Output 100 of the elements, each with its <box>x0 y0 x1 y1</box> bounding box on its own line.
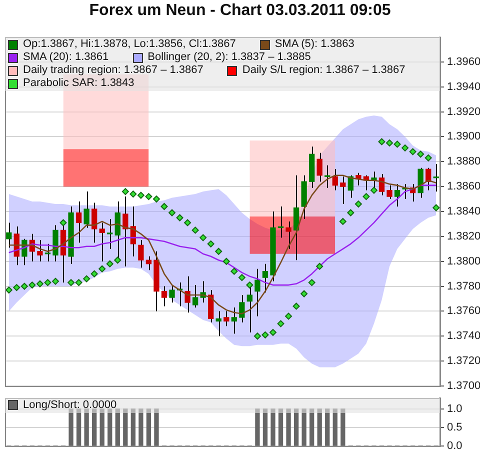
point <box>176 214 184 222</box>
chart-title: Forex um Neun - Chart 03.03.2011 09:05 <box>88 1 392 20</box>
y-tick-label: 1.3800 <box>447 255 480 268</box>
point <box>98 265 106 272</box>
point <box>262 331 269 338</box>
y-tick-label: 1.3760 <box>447 305 480 318</box>
candlestick <box>386 184 392 200</box>
point <box>52 278 59 285</box>
legend-label: Op:1.3867, Hi:1.3878, Lo:1.3856, Cl:1.3867 <box>23 38 236 51</box>
candlestick <box>293 174 300 261</box>
candlestick <box>192 284 198 308</box>
point <box>402 144 409 152</box>
point <box>68 279 75 286</box>
y-tick-label: 1.3860 <box>447 180 480 193</box>
candlestick <box>231 306 237 334</box>
candlestick <box>76 201 82 244</box>
legend-label: Daily S/L region: 1.3867 – 1.3867 <box>242 64 406 77</box>
point <box>60 219 67 226</box>
candlestick <box>84 191 90 228</box>
point <box>285 312 292 320</box>
legend-label: Long/Short: 0.0000 <box>23 398 117 412</box>
legend-label: SMA (20): 1.3861 <box>23 51 109 64</box>
point <box>5 286 12 294</box>
point <box>292 302 300 310</box>
candlestick <box>216 310 222 337</box>
y-tick-label: 1.0 <box>447 402 462 415</box>
point <box>122 188 129 196</box>
y-tick-label: 1.3820 <box>447 230 480 242</box>
y-tick-label: 1.3700 <box>447 380 480 392</box>
y-tick-label: 1.3720 <box>447 355 480 368</box>
candlestick <box>286 220 292 250</box>
point <box>75 279 82 286</box>
point <box>386 139 394 146</box>
point <box>354 200 362 208</box>
point <box>168 209 176 216</box>
y-tick-label: 1.3900 <box>447 130 480 143</box>
point <box>394 140 401 148</box>
point <box>13 284 20 292</box>
legend-label: Parabolic SAR: 1.3843 <box>23 77 134 90</box>
candlestick <box>224 310 230 327</box>
candlestick <box>262 263 268 294</box>
candlestick <box>254 268 260 317</box>
point <box>130 190 137 198</box>
candlestick <box>107 218 113 250</box>
point <box>424 154 432 162</box>
y-tick-label: 0.0 <box>447 440 462 452</box>
legend-label: Daily trading region: 1.3867 – 1.3867 <box>23 64 204 77</box>
candlestick <box>316 152 322 182</box>
point <box>277 320 284 328</box>
point <box>254 332 261 340</box>
point <box>114 256 122 264</box>
point <box>308 279 316 286</box>
y-tick-label: 1.3840 <box>447 206 480 218</box>
y-tick-label: 1.3740 <box>447 330 480 342</box>
candlestick <box>92 202 98 244</box>
candlestick <box>332 168 338 191</box>
point <box>370 186 378 194</box>
point <box>20 282 28 290</box>
legend-label: SMA (5): 1.3863 <box>274 38 354 51</box>
point <box>83 275 90 282</box>
point <box>145 193 152 200</box>
point <box>90 270 98 278</box>
point <box>215 248 222 255</box>
point <box>152 196 160 203</box>
y-tick-label: 1.3940 <box>447 80 480 93</box>
point <box>184 219 192 226</box>
candlestick <box>138 240 144 268</box>
point <box>300 290 308 298</box>
candlestick <box>99 222 105 262</box>
candlestick <box>394 184 400 208</box>
point <box>137 192 144 199</box>
point <box>432 204 440 212</box>
point <box>44 279 52 286</box>
point <box>192 226 199 234</box>
candlestick <box>122 196 128 267</box>
y-tick-label: 1.3920 <box>447 106 480 118</box>
point <box>246 282 254 289</box>
point <box>378 138 386 146</box>
point <box>269 328 276 336</box>
point <box>28 282 36 289</box>
point <box>222 258 230 265</box>
point <box>347 209 354 216</box>
y-tick-label: 1.3780 <box>447 280 480 292</box>
candlestick <box>37 240 43 262</box>
point <box>409 148 416 156</box>
y-tick-label: 1.3880 <box>447 156 480 168</box>
candlestick <box>169 286 175 303</box>
point <box>417 150 424 158</box>
point <box>160 203 168 210</box>
legend-label: Bollinger (20, 2): 1.3837 – 1.3885 <box>148 51 311 64</box>
y-tick-label: 1.3960 <box>447 56 480 68</box>
candlestick <box>184 276 190 313</box>
candlestick <box>161 286 168 307</box>
point <box>316 262 324 270</box>
point <box>36 280 44 288</box>
point <box>339 218 346 225</box>
candlestick <box>6 222 12 248</box>
point <box>207 240 214 248</box>
point <box>362 193 370 200</box>
candlestick <box>340 176 346 205</box>
